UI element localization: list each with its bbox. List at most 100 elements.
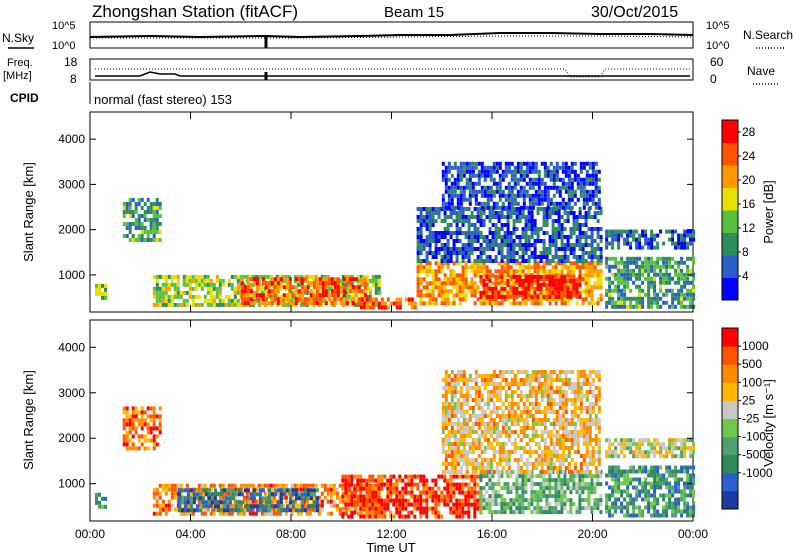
velocity-data-cell: [503, 510, 506, 514]
velocity-data-cell: [491, 474, 494, 478]
power-data-cell: [319, 297, 322, 301]
velocity-data-cell: [211, 508, 214, 512]
power-data-cell: [207, 303, 210, 307]
power-data-cell: [526, 206, 529, 210]
power-data-cell: [129, 198, 132, 202]
velocity-data-cell: [208, 500, 211, 504]
power-data-cell: [641, 261, 644, 265]
power-data-cell: [456, 251, 459, 255]
power-data-cell: [501, 223, 504, 227]
power-data-cell: [210, 299, 213, 303]
power-data-cell: [617, 301, 620, 305]
velocity-data-cell: [587, 502, 590, 506]
power-data-cell: [537, 255, 540, 259]
velocity-data-cell: [463, 450, 466, 454]
power-data-cell: [689, 289, 692, 293]
power-data-cell: [426, 265, 429, 269]
power-data-cell: [539, 275, 542, 279]
velocity-data-cell: [478, 418, 481, 422]
power-data-cell: [441, 243, 444, 247]
velocity-data-cell: [500, 498, 503, 502]
velocity-data-cell: [481, 422, 484, 426]
velocity-data-cell: [336, 496, 339, 500]
power-data-cell: [429, 301, 432, 305]
power-data-cell: [219, 283, 222, 287]
power-data-cell: [454, 194, 457, 198]
power-data-cell: [620, 293, 623, 297]
power-data-cell: [153, 214, 156, 218]
power-data-cell: [144, 226, 147, 230]
velocity-data-cell: [487, 382, 490, 386]
power-data-cell: [468, 223, 471, 227]
power-data-cell: [490, 174, 493, 178]
velocity-data-cell: [353, 495, 356, 499]
velocity-data-cell: [499, 454, 502, 458]
power-data-cell: [234, 275, 237, 279]
power-data-cell: [174, 283, 177, 287]
power-data-cell: [537, 211, 540, 215]
velocity-data-cell: [368, 515, 371, 519]
velocity-data-cell: [484, 382, 487, 386]
power-data-cell: [516, 235, 519, 239]
power-data-cell: [513, 255, 516, 259]
power-data-cell: [438, 285, 441, 289]
velocity-data-cell: [521, 494, 524, 498]
power-data-cell: [522, 211, 525, 215]
power-data-cell: [444, 293, 447, 297]
power-data-cell: [304, 285, 307, 289]
velocity-data-cell: [174, 488, 177, 492]
power-data-cell: [638, 273, 641, 277]
velocity-data-cell: [505, 442, 508, 446]
power-data-cell: [543, 269, 546, 273]
velocity-data-cell: [514, 442, 517, 446]
velocity-data-cell: [569, 498, 572, 502]
power-data-cell: [147, 210, 150, 214]
power-data-cell: [680, 234, 683, 238]
power-data-cell: [592, 178, 595, 182]
velocity-data-cell: [268, 500, 271, 504]
power-data-cell: [611, 265, 614, 269]
velocity-data-cell: [395, 479, 398, 483]
velocity-data-cell: [524, 498, 527, 502]
power-data-cell: [507, 227, 510, 231]
power-data-cell: [683, 261, 686, 265]
power-data-cell: [274, 293, 277, 297]
velocity-data-cell: [431, 495, 434, 499]
power-data-cell: [680, 269, 683, 273]
power-data-cell: [683, 230, 686, 234]
velocity-data-cell: [304, 496, 307, 500]
power-data-cell: [469, 194, 472, 198]
velocity-data-cell: [410, 511, 413, 515]
power-data-cell: [525, 235, 528, 239]
power-data-cell: [532, 202, 535, 206]
velocity-data-cell: [313, 488, 316, 492]
velocity-data-cell: [156, 504, 159, 508]
velocity-data-cell: [165, 508, 168, 512]
power-data-cell: [574, 170, 577, 174]
power-data-cell: [459, 281, 462, 285]
velocity-data-cell: [252, 484, 255, 488]
velocity-data-cell: [500, 494, 503, 498]
power-data-cell: [499, 162, 502, 166]
power-data-cell: [611, 273, 614, 277]
power-data-cell: [237, 275, 240, 279]
power-data-cell: [532, 198, 535, 202]
velocity-data-cell: [344, 491, 347, 495]
velocity-data-cell: [523, 430, 526, 434]
velocity-data-cell: [478, 390, 481, 394]
power-data-cell: [583, 178, 586, 182]
velocity-data-cell: [336, 488, 339, 492]
velocity-data-cell: [280, 508, 283, 512]
power-data-cell: [564, 301, 567, 305]
power-data-cell: [219, 295, 222, 299]
power-data-cell: [378, 279, 381, 283]
power-data-cell: [674, 269, 677, 273]
power-data-cell: [611, 301, 614, 305]
power-data-cell: [171, 279, 174, 283]
velocity-data-cell: [515, 494, 518, 498]
velocity-data-cell: [330, 496, 333, 500]
velocity-data-cell: [515, 490, 518, 494]
power-data-cell: [554, 295, 557, 299]
power-data-cell: [506, 291, 509, 295]
velocity-data-cell: [454, 442, 457, 446]
